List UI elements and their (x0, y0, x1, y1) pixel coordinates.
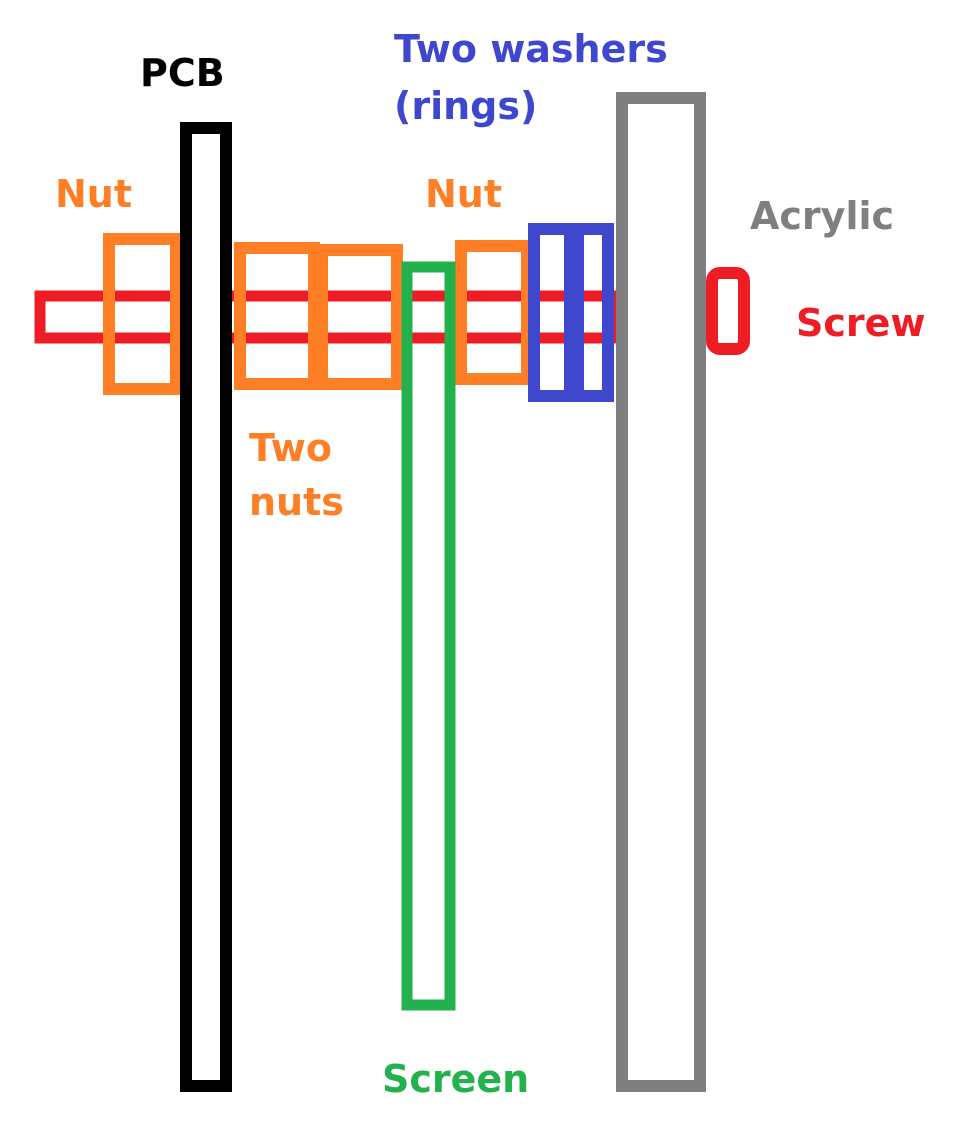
two-nuts-label-line2: nuts (249, 480, 344, 524)
screen-label: Screen (382, 1057, 530, 1101)
acrylic-label: Acrylic (750, 194, 895, 238)
washers-label-line2: (rings) (394, 84, 538, 128)
nut-right-label: Nut (425, 172, 503, 216)
nut-left-label: Nut (55, 172, 133, 216)
screw-head (706, 267, 750, 355)
screw-label: Screw (796, 301, 926, 345)
nut-pair-first (234, 242, 320, 390)
pcb-label: PCB (140, 51, 225, 95)
screen-panel (401, 261, 456, 1011)
washer-divider (564, 229, 584, 396)
two-nuts-label-line1: Two (249, 426, 332, 470)
acrylic-sheet (616, 92, 706, 1092)
nut-pair-second (316, 244, 403, 390)
nut-right (455, 240, 533, 385)
pcb-board (180, 122, 232, 1092)
washers-label-line1: Two washers (394, 27, 668, 71)
nut-left (103, 233, 182, 395)
